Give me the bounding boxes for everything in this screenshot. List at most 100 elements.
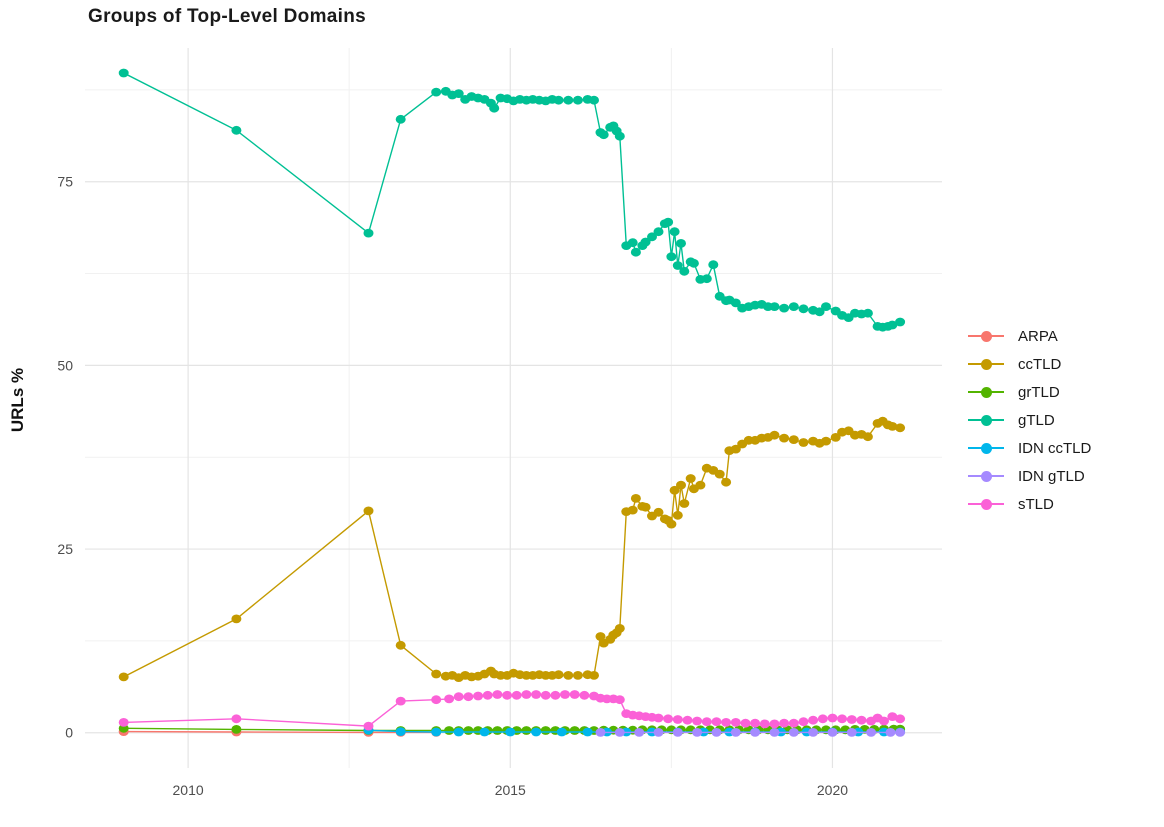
legend-key-icon — [968, 329, 1004, 343]
data-point — [788, 435, 799, 444]
data-point — [363, 506, 374, 516]
legend-label: sTLD — [1018, 495, 1054, 513]
data-point — [685, 474, 696, 483]
legend-key-icon — [968, 357, 1004, 371]
data-point — [730, 728, 741, 737]
data-point — [879, 716, 889, 726]
data-point — [769, 302, 780, 311]
data-point — [672, 728, 683, 737]
data-point — [231, 125, 242, 135]
y-tick-label: 50 — [57, 357, 73, 373]
legend-key-icon — [968, 497, 1004, 511]
data-point — [572, 95, 583, 105]
data-point — [669, 227, 680, 237]
data-point — [647, 232, 657, 242]
legend-label: IDN ccTLD — [1018, 439, 1092, 457]
data-point — [231, 725, 242, 734]
data-point — [682, 715, 693, 725]
data-point — [634, 728, 645, 737]
data-point — [821, 302, 831, 311]
data-point — [721, 718, 732, 727]
data-point — [750, 718, 761, 728]
data-point — [582, 727, 593, 737]
data-point — [489, 103, 500, 113]
data-point — [711, 717, 722, 727]
data-point — [614, 624, 625, 633]
data-point — [740, 718, 751, 728]
data-point — [827, 713, 838, 723]
data-point — [895, 728, 906, 737]
data-point — [814, 307, 825, 317]
data-point — [711, 728, 722, 737]
data-point — [553, 95, 564, 105]
legend-key-icon — [968, 469, 1004, 483]
data-point — [231, 714, 242, 724]
data-point — [363, 721, 374, 731]
data-point — [653, 507, 664, 517]
legend-label: gTLD — [1018, 411, 1055, 429]
data-point — [444, 726, 455, 735]
data-point — [866, 728, 877, 737]
data-point — [463, 726, 474, 735]
data-point — [492, 690, 503, 699]
data-point — [614, 131, 625, 141]
gridlines-major — [85, 48, 942, 768]
data-point — [750, 728, 761, 737]
data-point — [563, 95, 574, 105]
data-point — [798, 717, 809, 727]
series-line — [123, 72, 901, 328]
data-point — [730, 298, 741, 308]
data-point — [887, 712, 898, 721]
data-point — [231, 614, 242, 624]
data-point — [779, 718, 790, 728]
data-point — [676, 239, 686, 248]
legend-item-stld: sTLD — [968, 490, 1091, 518]
data-point — [395, 696, 406, 706]
data-point — [431, 727, 442, 737]
legend: ARPA ccTLD grTLD gTLD IDN ccTLD IDN gTLD sTLD — [968, 322, 1091, 518]
data-point — [769, 728, 780, 737]
data-point — [395, 114, 406, 124]
data-point — [798, 438, 809, 447]
data-point — [679, 266, 690, 276]
data-point — [688, 258, 699, 268]
data-point — [817, 714, 828, 724]
data-point — [821, 436, 831, 446]
data-point — [653, 713, 664, 723]
data-point — [887, 422, 898, 431]
x-tick-label: 2015 — [495, 782, 526, 798]
data-point — [808, 728, 819, 737]
data-point — [862, 308, 873, 318]
data-point — [118, 68, 129, 78]
data-point — [556, 727, 567, 737]
data-point — [453, 89, 464, 98]
data-point — [701, 717, 712, 727]
data-point — [885, 728, 896, 737]
data-point — [769, 719, 780, 729]
data-point — [589, 671, 599, 680]
y-tick-label: 75 — [57, 174, 73, 190]
data-point — [511, 690, 522, 700]
data-point — [595, 632, 606, 641]
data-point — [630, 494, 641, 503]
data-point — [730, 718, 741, 727]
data-point — [779, 433, 790, 443]
data-point — [595, 728, 606, 737]
data-point — [431, 87, 442, 97]
data-point — [895, 423, 906, 433]
data-point — [540, 690, 551, 700]
gridlines-minor — [85, 48, 942, 768]
data-point — [798, 304, 809, 314]
data-point — [830, 433, 841, 442]
data-point — [672, 261, 683, 270]
data-point — [579, 690, 590, 700]
data-point — [569, 726, 580, 735]
data-point — [692, 716, 703, 726]
data-point — [862, 432, 873, 442]
data-point — [431, 695, 442, 705]
legend-label: ARPA — [1018, 327, 1058, 345]
legend-key-icon — [968, 441, 1004, 455]
data-point — [479, 727, 490, 737]
data-point — [473, 691, 484, 701]
